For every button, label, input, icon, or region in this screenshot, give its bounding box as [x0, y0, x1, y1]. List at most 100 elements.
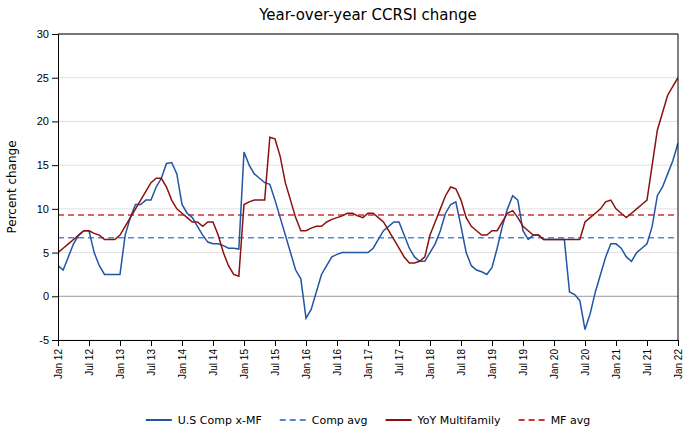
- x-tick-mark: [275, 340, 276, 346]
- x-tick-label: Jan 14: [177, 349, 188, 379]
- series-line: [58, 143, 678, 329]
- frame: [58, 34, 678, 35]
- x-tick-label: Jan 20: [549, 349, 560, 379]
- x-tick: Jan 13: [115, 340, 126, 379]
- y-tick-mark: [52, 165, 58, 166]
- x-tick-mark: [89, 340, 90, 346]
- x-tick: Jan 22: [673, 340, 684, 379]
- chart: -5051015202530Jan 12Jul 12Jan 13Jul 13Ja…: [0, 0, 696, 434]
- x-tick-mark: [647, 340, 648, 346]
- y-tick-mark: [52, 78, 58, 79]
- x-tick-mark: [213, 340, 214, 346]
- x-tick-mark: [585, 340, 586, 346]
- frame: [678, 34, 679, 340]
- x-tick-mark: [306, 340, 307, 346]
- x-tick-mark: [120, 340, 121, 346]
- y-tick: 20: [37, 115, 58, 127]
- x-tick: Jul 14: [208, 340, 219, 376]
- x-tick: Jul 13: [146, 340, 157, 376]
- x-tick: Jul 21: [642, 340, 653, 376]
- x-tick-mark: [151, 340, 152, 346]
- legend-item: YoY Multifamily: [386, 414, 502, 427]
- legend-swatch: [519, 419, 545, 421]
- x-tick: Jan 17: [363, 340, 374, 379]
- y-tick-label: -5: [39, 334, 49, 346]
- x-tick-label: Jul 18: [456, 349, 467, 376]
- x-tick-label: Jan 22: [673, 349, 684, 379]
- x-tick: Jul 19: [518, 340, 529, 376]
- x-tick: Jul 16: [332, 340, 343, 376]
- legend-item: Comp avg: [280, 414, 368, 427]
- y-tick: 0: [43, 290, 58, 302]
- x-tick-label: Jul 20: [580, 349, 591, 376]
- x-tick: Jan 19: [487, 340, 498, 379]
- x-tick-label: Jan 21: [611, 349, 622, 379]
- y-tick: 15: [37, 159, 58, 171]
- legend-swatch: [146, 419, 172, 421]
- legend-item: MF avg: [519, 414, 591, 427]
- y-tick-mark: [52, 340, 58, 341]
- x-tick-label: Jul 15: [270, 349, 281, 376]
- y-tick-label: 20: [37, 115, 49, 127]
- x-tick-mark: [554, 340, 555, 346]
- legend-item: U.S Comp x-MF: [146, 414, 262, 427]
- x-tick-mark: [430, 340, 431, 346]
- series-line: [58, 78, 678, 276]
- x-axis: Jan 12Jul 12Jan 13Jul 13Jan 14Jul 14Jan …: [53, 340, 684, 379]
- x-tick-mark: [678, 340, 679, 346]
- x-tick-mark: [244, 340, 245, 346]
- legend-label: Comp avg: [312, 414, 368, 427]
- x-tick-label: Jul 21: [642, 349, 653, 376]
- x-tick: Jan 12: [53, 340, 64, 379]
- x-tick: Jan 18: [425, 340, 436, 379]
- y-tick: -5: [39, 334, 58, 346]
- grid-line: [58, 208, 678, 209]
- y-tick-mark: [52, 296, 58, 297]
- y-axis-line: [52, 35, 59, 341]
- legend-label: YoY Multifamily: [417, 414, 502, 427]
- marks: [58, 78, 678, 330]
- y-tick-label: 25: [37, 72, 49, 84]
- grid-line: [58, 121, 678, 122]
- x-tick-label: Jul 17: [394, 349, 405, 376]
- x-tick-label: Jan 15: [239, 349, 250, 379]
- x-tick: Jul 20: [580, 340, 591, 376]
- title: Year-over-year CCRSI change: [258, 6, 477, 24]
- x-tick: Jan 14: [177, 340, 188, 379]
- x-tick-mark: [399, 340, 400, 346]
- x-tick-label: Jan 19: [487, 349, 498, 379]
- average-line: [58, 214, 678, 216]
- y-tick-label: 5: [43, 247, 49, 259]
- x-tick-label: Jan 16: [301, 349, 312, 379]
- x-tick-label: Jul 14: [208, 349, 219, 376]
- grid: [58, 34, 678, 340]
- average-line: [58, 237, 678, 239]
- y-tick-label: 30: [37, 28, 49, 40]
- y-tick-mark: [52, 121, 58, 122]
- x-tick: Jan 20: [549, 340, 560, 379]
- grid-line: [58, 165, 678, 166]
- x-axis-line: [59, 341, 679, 347]
- x-tick-mark: [492, 340, 493, 346]
- x-tick: Jul 17: [394, 340, 405, 376]
- x-tick: Jan 16: [301, 340, 312, 379]
- legend: U.S Comp x-MF Comp avg YoY Multifamily MF a…: [146, 414, 590, 427]
- x-tick-label: Jul 16: [332, 349, 343, 376]
- x-tick-label: Jul 19: [518, 349, 529, 376]
- x-tick: Jul 18: [456, 340, 467, 376]
- y-axis-title: Percent change: [5, 140, 19, 233]
- legend-label: U.S Comp x-MF: [178, 414, 262, 427]
- x-tick-mark: [337, 340, 338, 346]
- x-tick-label: Jul 13: [146, 349, 157, 376]
- grid-line: [58, 296, 678, 297]
- legend-label: MF avg: [551, 414, 591, 427]
- x-tick-label: Jan 12: [53, 349, 64, 379]
- x-tick-mark: [182, 340, 183, 346]
- plot: -5051015202530Jan 12Jul 12Jan 13Jul 13Ja…: [37, 28, 684, 379]
- y-tick-label: 10: [37, 203, 49, 215]
- x-tick-mark: [58, 340, 59, 346]
- y-tick-mark: [52, 253, 58, 254]
- y-tick-mark: [52, 34, 58, 35]
- y-tick-mark: [52, 209, 58, 210]
- legend-swatch: [280, 419, 306, 421]
